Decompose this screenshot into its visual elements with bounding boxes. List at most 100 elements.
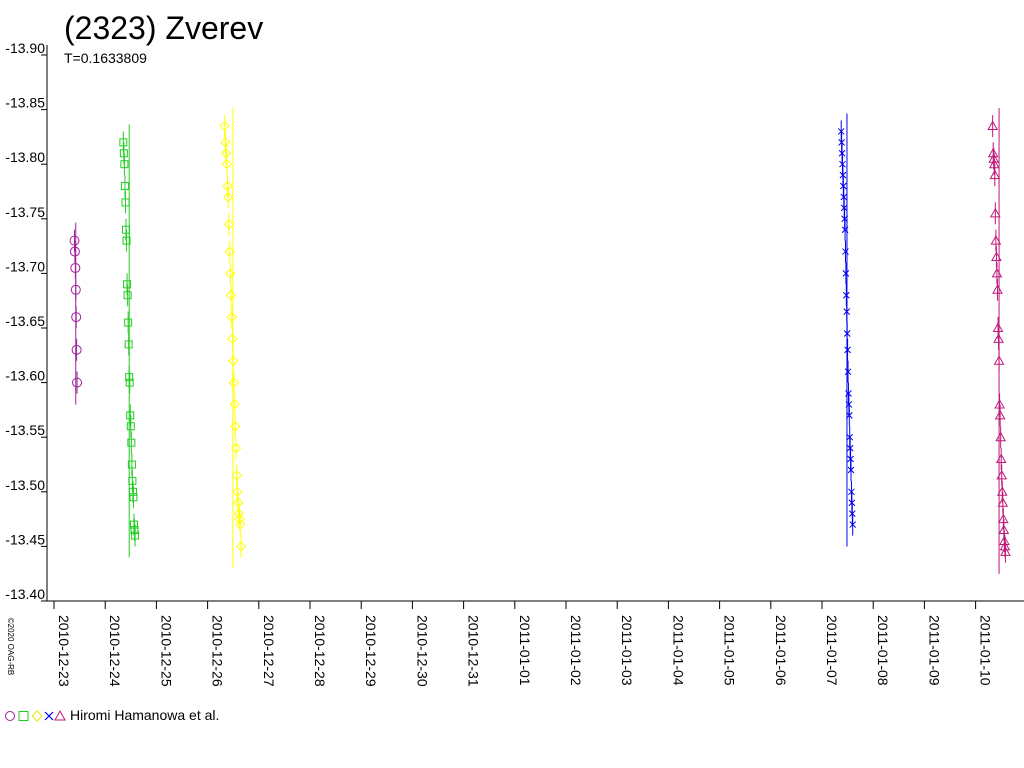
- point-square: [125, 378, 134, 387]
- y-tick-label: -13.90: [5, 40, 45, 56]
- x-tick-label: 2010-12-24: [107, 615, 123, 687]
- data-points: [69, 107, 1011, 574]
- point-circle: [70, 284, 81, 295]
- point-circle: [71, 312, 82, 323]
- point-square: [119, 138, 128, 147]
- chart-title: (2323) Zverev: [64, 10, 264, 46]
- point-triangle: [993, 333, 1004, 343]
- point-square: [120, 182, 129, 191]
- copyright-credit: ©2020 OAG-RB: [6, 617, 16, 676]
- point-cross: [839, 171, 847, 179]
- point-square: [128, 476, 137, 485]
- point-square: [128, 487, 137, 496]
- point-cross: [839, 160, 846, 168]
- legend-circle-icon: [5, 711, 15, 721]
- legend-markers: [5, 709, 66, 722]
- point-cross: [849, 521, 857, 528]
- point-square: [131, 531, 140, 540]
- x-tick-label: 2011-01-05: [722, 615, 738, 686]
- point-cross: [841, 215, 848, 223]
- point-cross: [843, 308, 851, 315]
- point-triangle: [987, 120, 999, 130]
- point-square: [129, 493, 138, 502]
- point-diamond: [235, 541, 247, 552]
- point-cross: [837, 128, 845, 135]
- point-square: [121, 198, 130, 207]
- x-tick-label: 2011-01-06: [773, 615, 789, 686]
- point-diamond: [221, 158, 233, 170]
- point-diamond: [225, 268, 236, 279]
- x-tick-label: 2010-12-26: [210, 615, 226, 687]
- point-triangle: [999, 540, 1011, 551]
- point-cross: [842, 270, 850, 277]
- point-circle: [69, 235, 80, 246]
- x-tick-label: 2010-12-29: [363, 615, 379, 687]
- point-cross: [843, 330, 851, 337]
- legend-label: Hiromi Hamanowa et al.: [70, 707, 220, 723]
- point-diamond: [227, 333, 238, 345]
- x-tick-label: 2010-12-27: [261, 615, 277, 687]
- point-cross: [842, 291, 850, 299]
- point-triangle: [994, 409, 1006, 420]
- point-square: [126, 411, 135, 420]
- chart-subtitle: T=0.1633809: [64, 50, 147, 66]
- point-diamond: [228, 377, 240, 388]
- point-diamond: [235, 519, 246, 530]
- point-cross: [840, 193, 848, 201]
- point-triangle: [989, 207, 1001, 218]
- point-triangle: [989, 169, 1001, 180]
- y-tick-label: -13.55: [5, 422, 45, 438]
- point-triangle: [988, 153, 1000, 163]
- x-tick-label: 2011-01-09: [926, 615, 942, 686]
- axes: [46, 45, 1024, 602]
- point-square: [124, 340, 133, 349]
- series-square: [119, 124, 140, 558]
- point-diamond: [219, 120, 230, 132]
- point-cross: [840, 204, 848, 212]
- point-triangle: [990, 235, 1002, 245]
- point-square: [125, 373, 134, 382]
- point-triangle: [996, 469, 1008, 480]
- point-cross: [848, 510, 856, 517]
- point-diamond: [229, 399, 240, 410]
- point-square: [122, 225, 130, 234]
- point-diamond: [226, 311, 237, 323]
- y-tick-label: -13.70: [5, 258, 45, 274]
- point-triangle: [994, 398, 1005, 409]
- point-cross: [845, 390, 852, 397]
- point-triangle: [1000, 546, 1011, 556]
- legend-diamond-icon: [31, 710, 43, 722]
- x-tick-label: 2011-01-07: [824, 615, 840, 686]
- point-triangle: [997, 513, 1009, 524]
- legend-square-icon: [18, 711, 29, 721]
- y-tick-label: -13.85: [5, 95, 45, 111]
- point-triangle: [987, 147, 999, 158]
- x-tick-label: 2011-01-02: [568, 615, 584, 686]
- point-circle: [70, 262, 81, 273]
- point-triangle: [999, 535, 1010, 545]
- point-diamond: [220, 148, 232, 159]
- point-diamond: [222, 180, 233, 192]
- y-tick-label: -13.45: [5, 531, 45, 547]
- point-circle: [71, 344, 82, 355]
- point-cross: [844, 368, 852, 376]
- point-cross: [845, 401, 853, 408]
- series-circle: [69, 222, 83, 405]
- series-triangle: [987, 107, 1011, 574]
- point-square: [124, 318, 133, 327]
- point-diamond: [227, 355, 239, 366]
- point-diamond: [233, 508, 245, 519]
- y-tick-label: -13.65: [5, 313, 45, 329]
- y-tick-label: -13.75: [5, 204, 45, 220]
- point-square: [119, 149, 128, 158]
- point-cross: [847, 455, 854, 463]
- point-cross: [839, 182, 847, 190]
- point-square: [126, 422, 135, 431]
- point-diamond: [223, 191, 234, 203]
- point-diamond: [220, 137, 231, 148]
- point-diamond: [234, 513, 245, 525]
- point-triangle: [992, 284, 1003, 294]
- point-triangle: [993, 355, 1005, 365]
- x-tick-label: 2010-12-31: [466, 615, 482, 687]
- legend: Hiromi Hamanowa et al.: [4, 705, 219, 725]
